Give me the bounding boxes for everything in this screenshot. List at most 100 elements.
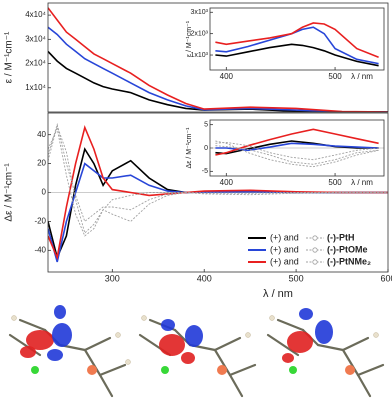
x-tick-label: 500: [328, 178, 342, 187]
x-axis-label: λ / nm: [351, 72, 373, 81]
y-tick-label: -20: [34, 217, 46, 226]
series-line: [48, 7, 388, 112]
bond: [356, 373, 372, 398]
plot: -40 -20 0 20 40 300 400 500 600 λ / nm Δε / M⁻¹cm⁻…: [4, 112, 392, 300]
plot-frame: [47, 112, 389, 273]
molecule-images: [8, 305, 385, 398]
atom: [125, 359, 131, 365]
legend-prefix: (+) and: [270, 232, 299, 242]
legend-label: (-)-PtOMe: [327, 244, 368, 254]
orbital-lobe: [315, 320, 333, 344]
series-line: [48, 50, 388, 112]
mirror-line: [48, 127, 388, 237]
y-tick-label: 40: [37, 130, 46, 139]
x-axis-label: λ / nm: [351, 178, 373, 187]
legend-marker: [312, 247, 318, 253]
legend-prefix: (+) and: [270, 256, 299, 266]
atom: [87, 365, 97, 375]
bond: [83, 348, 102, 377]
atom: [115, 332, 121, 338]
plot: 1x10⁴ 2x10⁴ 3x10⁴ 4x10⁴ ε / M⁻¹cm⁻¹: [4, 2, 389, 113]
series-line: [215, 128, 379, 156]
atom: [345, 365, 355, 375]
mirror-line: [48, 122, 388, 223]
bond: [213, 348, 232, 377]
plot: -5 0 5 400 500 λ / nm Δε / M⁻¹cm⁻¹: [186, 119, 385, 187]
y-tick-label: 1x10⁴: [25, 83, 46, 92]
series-line: [48, 124, 388, 261]
y-tick-label: 4x10⁴: [25, 10, 46, 19]
bond: [356, 363, 385, 377]
legend-label: (-)-PtH: [327, 232, 355, 242]
x-axis-label: λ / nm: [263, 288, 293, 300]
bond: [276, 318, 305, 332]
atom: [245, 332, 251, 338]
molecule: [266, 308, 385, 398]
plot-frame: [209, 7, 385, 71]
bond: [316, 343, 345, 352]
orbital-lobe: [282, 353, 294, 363]
x-tick-label: 400: [197, 273, 212, 283]
atom: [373, 332, 379, 338]
orbital-lobe: [181, 352, 195, 364]
y-axis-label: Δε / M⁻¹cm⁻¹: [186, 127, 193, 169]
legend-label: (-)-PtNMe₂: [327, 256, 371, 266]
mirror-line: [215, 140, 379, 168]
atom: [161, 366, 169, 374]
orbital-lobe: [47, 349, 63, 361]
y-axis-label: ε / M⁻¹cm⁻¹: [186, 20, 193, 57]
plot-frame: [209, 119, 385, 177]
bond: [341, 348, 360, 377]
orbital-lobe: [161, 319, 175, 331]
y-tick-label: -40: [34, 245, 46, 254]
series-line: [215, 43, 379, 67]
mirror-line: [215, 141, 379, 161]
molecule: [138, 315, 257, 398]
plot-frame: [47, 2, 389, 113]
x-tick-label: 400: [220, 72, 234, 81]
y-tick-label: 3x10⁴: [25, 34, 46, 43]
inset-background: [210, 8, 384, 70]
atom: [141, 315, 147, 321]
orbital-lobe: [185, 325, 203, 347]
series-line: [215, 22, 379, 58]
bond: [18, 318, 47, 332]
legend-prefix: (+) and: [270, 244, 299, 254]
atom: [31, 366, 39, 374]
y-tick-label: 3x10³: [190, 9, 208, 16]
x-tick-label: 500: [328, 72, 342, 81]
orbital-lobe: [52, 323, 72, 347]
atom: [289, 366, 297, 374]
series-line: [215, 26, 379, 65]
orbital-lobe: [54, 305, 66, 319]
y-axis-label: ε / M⁻¹cm⁻¹: [4, 31, 15, 83]
bond: [228, 363, 257, 377]
series-line: [48, 26, 388, 112]
series-line: [48, 162, 388, 263]
bond: [83, 336, 112, 352]
bond: [213, 336, 242, 352]
orbital-lobe: [287, 331, 313, 353]
x-tick-label: 400: [220, 178, 234, 187]
y-axis-label: Δε / M⁻¹cm⁻¹: [4, 163, 15, 222]
y-tick-label: 0: [204, 145, 208, 152]
x-tick-label: 500: [289, 273, 304, 283]
legend-marker: [312, 235, 318, 241]
y-tick-label: 2x10⁴: [25, 59, 46, 68]
orbital-lobe: [299, 308, 313, 320]
orbital-lobe: [26, 330, 54, 350]
bond: [98, 373, 114, 398]
y-tick-label: 1x10³: [190, 52, 208, 59]
molecule: [8, 305, 131, 398]
orbital-lobe: [20, 346, 36, 358]
bond: [266, 333, 300, 357]
series-line: [215, 142, 379, 152]
bond: [341, 336, 370, 352]
y-tick-label: 20: [37, 159, 46, 168]
atom: [269, 315, 275, 321]
atom: [11, 315, 17, 321]
mirror-line: [215, 145, 379, 165]
plot: 1x10³ 2x10³ 3x10³ 400 500 λ / nm ε / M⁻¹cm⁻¹: [186, 7, 385, 81]
orbital-lobe: [159, 334, 185, 356]
